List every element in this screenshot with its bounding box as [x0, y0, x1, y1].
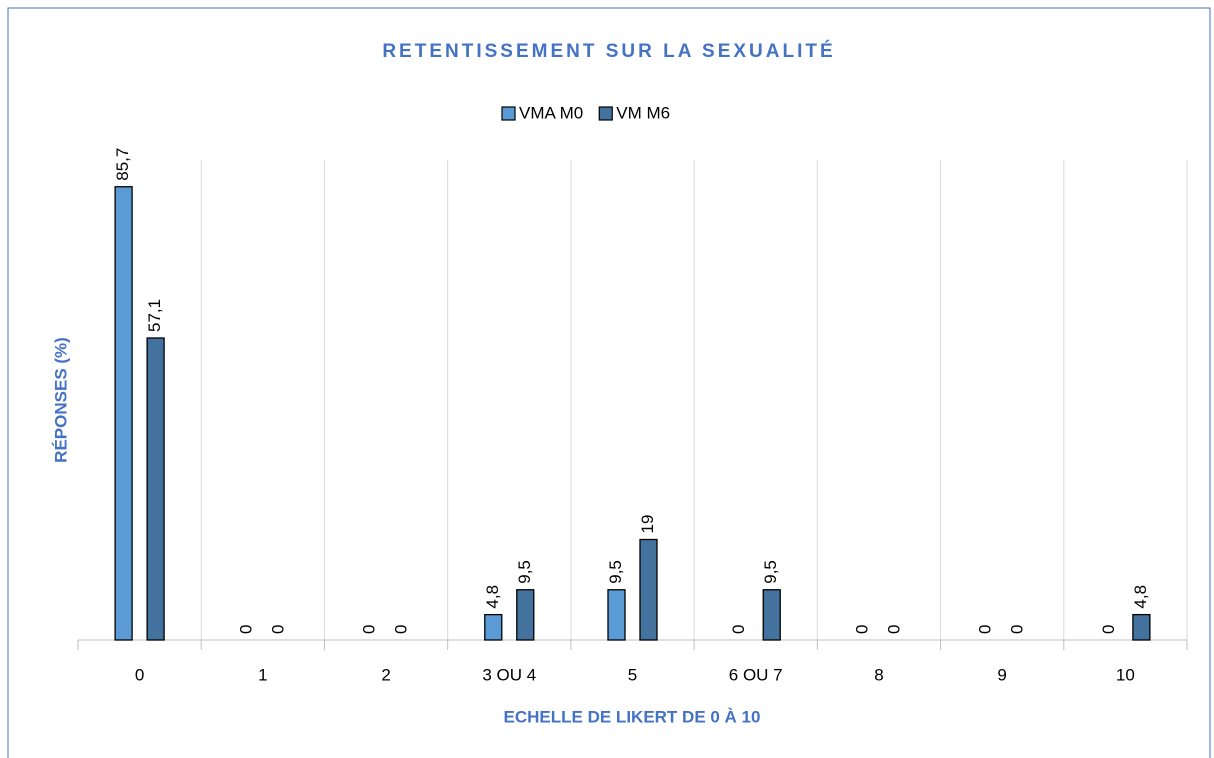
legend-label: VM M6: [616, 103, 670, 122]
bar: [146, 337, 165, 641]
data-label: 0: [852, 625, 871, 634]
data-label: 0: [268, 625, 287, 634]
data-label: 0: [1008, 625, 1027, 634]
x-tick-label: 8: [874, 665, 883, 684]
data-label: 0: [729, 625, 748, 634]
bar: [639, 538, 658, 641]
data-label: 0: [236, 625, 255, 634]
x-tick-label: 0: [135, 665, 144, 684]
legend-label: VMA M0: [519, 103, 583, 122]
data-label: 0: [1099, 625, 1118, 634]
data-label: 4,8: [483, 585, 502, 609]
x-tick-label: 3 OU 4: [482, 665, 536, 684]
x-tick-label: 6 OU 7: [729, 665, 783, 684]
x-tick-label: 10: [1116, 665, 1135, 684]
x-tick-label: 5: [628, 665, 637, 684]
bar: [516, 589, 535, 641]
data-label: 4,8: [1131, 585, 1150, 609]
legend-swatch: [501, 106, 516, 121]
data-label: 0: [392, 625, 411, 634]
data-label: 9,5: [515, 560, 534, 584]
data-label: 0: [976, 625, 995, 634]
data-label: 9,5: [606, 560, 625, 584]
bar: [1132, 613, 1151, 641]
bar: [607, 589, 626, 641]
data-label: 9,5: [761, 560, 780, 584]
legend-swatch: [598, 106, 613, 121]
data-label: 85,7: [113, 148, 132, 181]
y-axis-title: RÉPONSES (%): [51, 337, 70, 463]
bar: [114, 186, 133, 641]
bar: [762, 589, 781, 641]
chart-title: RETENTISSEMENT SUR LA SEXUALITÉ: [382, 40, 835, 62]
data-label: 57,1: [145, 299, 164, 332]
bar: [484, 613, 503, 641]
chart-border: [7, 7, 1211, 758]
x-tick-label: 9: [997, 665, 1006, 684]
x-tick-label: 1: [258, 665, 267, 684]
data-label: 19: [638, 515, 657, 534]
data-label: 0: [884, 625, 903, 634]
x-axis-title: ECHELLE DE LIKERT DE 0 À 10: [504, 707, 761, 726]
data-label: 0: [360, 625, 379, 634]
x-tick-label: 2: [381, 665, 390, 684]
